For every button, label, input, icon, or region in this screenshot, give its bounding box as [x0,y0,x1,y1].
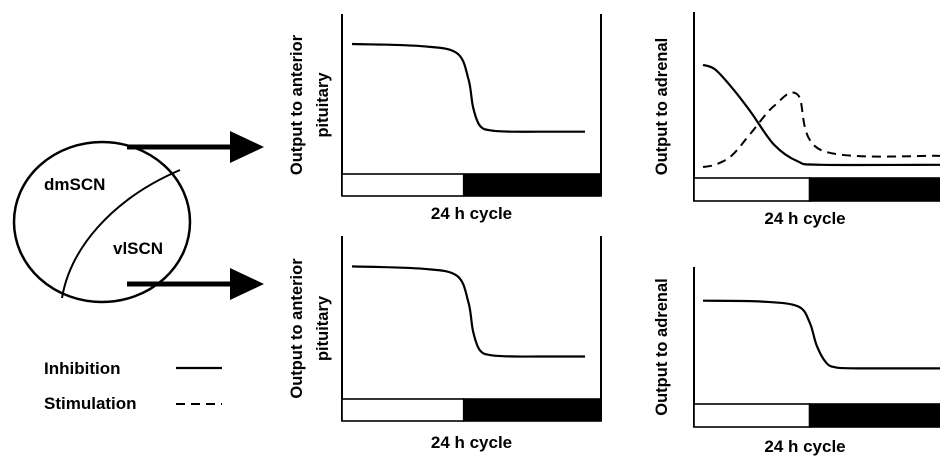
y-axis-label: Output to adrenal [653,278,671,416]
legend-inhibition-label: Inhibition [44,359,120,378]
y-axis-label: pituitary [314,72,332,138]
arrow-bottom-head [230,268,264,300]
panel-top-right: Output to adrenal 24 h cycle [653,12,940,228]
y-axis-label: pituitary [314,295,332,361]
dmscn-label: dmSCN [44,175,105,194]
scn-diagram: dmSCN vlSCN [12,140,192,304]
panel-top-left: Output to anterior pituitary 24 h cycle [288,14,602,223]
dark-phase-bar [808,177,940,202]
inhibition-curve [351,42,585,133]
vlscn-label: vlSCN [113,239,163,258]
inhibition-curve [702,63,940,167]
panel-bottom-right: Output to adrenal 24 h cycle [653,267,940,456]
arrow-top [127,131,264,163]
scn-divider-line [61,169,181,299]
light-phase-bar [341,398,465,422]
x-axis-label: 24 h cycle [431,433,512,452]
dark-phase-bar [808,403,940,428]
inhibition-curve [351,265,585,358]
x-axis-label: 24 h cycle [764,437,845,456]
light-phase-bar [341,173,465,197]
light-phase-bar [693,403,811,428]
legend-stimulation-label: Stimulation [44,394,137,413]
dark-phase-bar [462,398,602,422]
light-phase-bar [693,177,811,202]
inhibition-curve [702,299,940,370]
arrow-top-head [230,131,264,163]
y-axis-label: Output to anterior [288,34,306,175]
x-axis-label: 24 h cycle [764,209,845,228]
dark-phase-bar [462,173,602,197]
y-axis-label: Output to anterior [288,258,306,399]
legend: Inhibition Stimulation [44,359,222,413]
x-axis-label: 24 h cycle [431,204,512,223]
panel-bottom-left: Output to anterior pituitary 24 h cycle [288,236,602,452]
arrow-bottom [127,268,264,300]
stimulation-curve [702,91,940,168]
y-axis-label: Output to adrenal [653,38,671,176]
